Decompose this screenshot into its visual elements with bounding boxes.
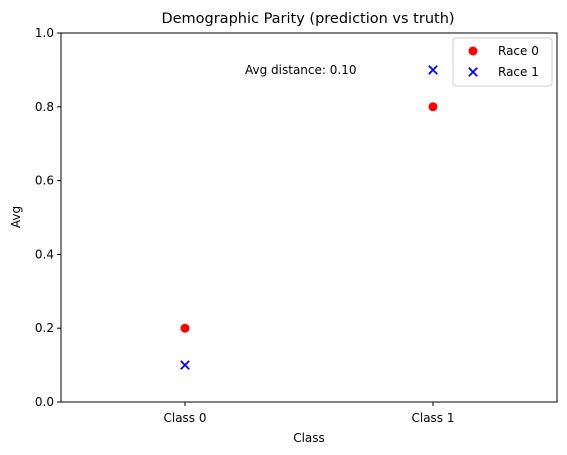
data-points <box>180 65 438 370</box>
x-tick-label: Class 0 <box>163 411 206 425</box>
x-axis-label: Class <box>293 431 325 445</box>
y-tick-label: 0.2 <box>35 321 54 335</box>
y-tick-label: 0.4 <box>35 247 54 261</box>
y-tick-label: 0.8 <box>35 100 54 114</box>
legend-label: Race 1 <box>498 65 539 79</box>
point-race-1-class-1 <box>428 65 438 75</box>
y-tick-label: 0.6 <box>35 174 54 188</box>
legend-label: Race 0 <box>498 44 539 58</box>
y-tick-label: 0.0 <box>35 395 54 409</box>
chart-title: Demographic Parity (prediction vs truth) <box>161 11 454 27</box>
legend-box <box>452 37 553 87</box>
x-axis: Class 0 Class 1 <box>163 402 455 425</box>
x-tick-label: Class 1 <box>411 411 454 425</box>
y-axis-label: Avg <box>9 206 23 228</box>
point-race-0-class-1 <box>428 102 438 112</box>
legend-marker-race-1 <box>468 67 478 77</box>
plot-frame <box>60 32 558 403</box>
y-tick-label: 1.0 <box>35 26 54 40</box>
point-race-0-class-0 <box>180 323 190 333</box>
y-axis: 0.0 0.2 0.4 0.6 0.8 1.0 <box>35 26 61 409</box>
legend-marker-race-0 <box>468 46 478 56</box>
point-race-1-class-0 <box>180 360 190 370</box>
legend: Race 0 Race 1 <box>452 37 553 87</box>
avg-distance-annotation: Avg distance: 0.10 <box>245 63 356 77</box>
